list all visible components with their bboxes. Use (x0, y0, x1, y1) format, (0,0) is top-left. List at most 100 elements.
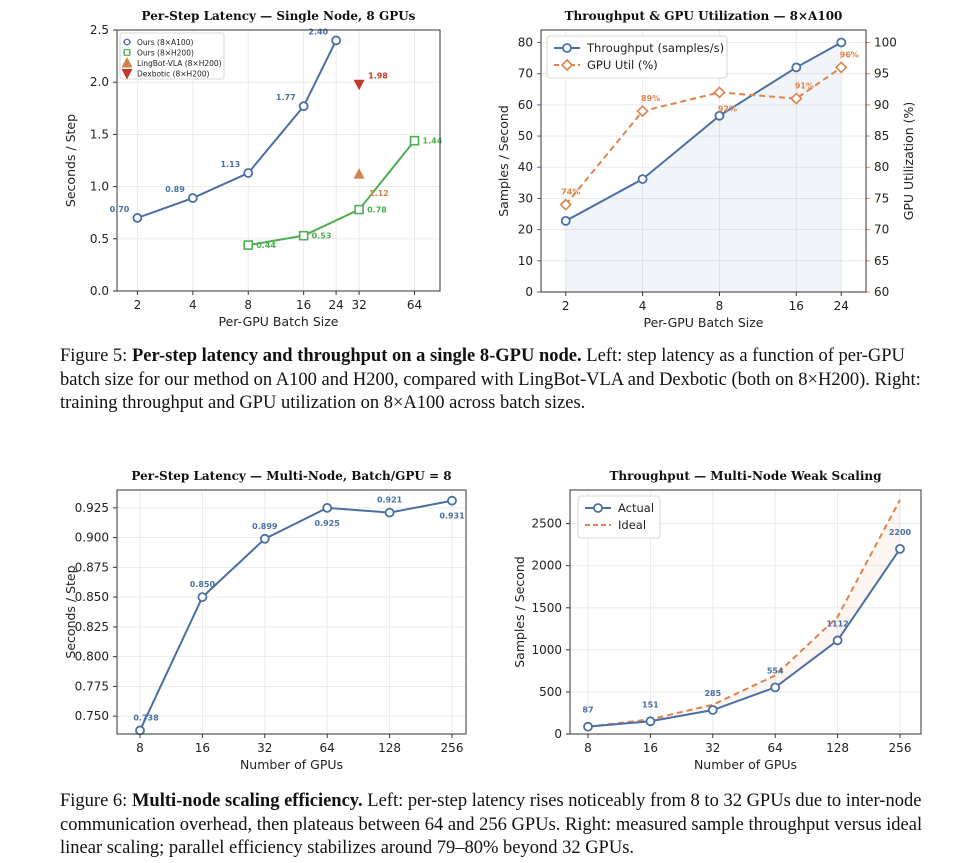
plot-frame (540, 29, 867, 293)
y-tick-label: 10 (518, 254, 533, 268)
data-point (197, 592, 208, 603)
legend-label: LingBot-VLA (8×H200) (137, 59, 222, 68)
x-tick-label: 24 (834, 299, 849, 313)
data-label: 151 (642, 700, 659, 709)
y-tick-label: 0.0 (90, 284, 109, 298)
data-point (132, 213, 143, 223)
data-label: 554 (767, 666, 784, 675)
data-point (447, 495, 457, 506)
ideal-line (587, 499, 901, 728)
y-tick-label: 20 (518, 223, 533, 237)
plot-frame (569, 489, 922, 735)
chart-weak-scaling-throughput: 0 500 1000 1500 2000 2500 8 16 32 64 128 256 87 151 28… (512, 469, 922, 772)
data-point (322, 502, 333, 513)
x-tick-label: 16 (643, 741, 658, 755)
legend-marker (123, 38, 131, 46)
chart-title: Per-Step Latency — Multi-Node, Batch/GPU… (131, 469, 451, 483)
data-label: 96% (840, 50, 859, 59)
data-point (331, 35, 341, 46)
y-tick-label: 1000 (531, 643, 562, 657)
chart-title: Throughput & GPU Utilization — 8×A100 (565, 9, 843, 23)
legend-label: Actual (618, 501, 654, 515)
data-point (770, 682, 781, 693)
y-tick-label: 500 (539, 685, 562, 699)
figure-5: 0.00.51.01.52.02.52 4 8 16 24 32 640.700.891.1… (63, 9, 916, 330)
data-label: 0.89 (165, 185, 185, 194)
data-point (135, 725, 145, 736)
y-right-tick-label: 80 (874, 160, 889, 174)
x-axis-label: Number of GPUs (694, 757, 797, 772)
legend-box (119, 32, 225, 80)
y-tick-label: 40 (518, 160, 533, 174)
y-axis-label: Seconds / Step (63, 114, 78, 207)
figure-5-body: Left: step latency as a function of per-… (60, 346, 921, 413)
x-tick-label: 256 (889, 741, 912, 755)
data-label: 2.40 (308, 27, 328, 36)
data-label: 1.12 (369, 189, 389, 198)
y-right-tick-label: 60 (874, 285, 889, 299)
legend-box (546, 35, 728, 79)
x-tick-label: 8 (716, 299, 724, 313)
y-right-tick-label: 65 (874, 254, 889, 268)
data-label: 0.899 (252, 522, 278, 531)
data-label: 0.850 (190, 580, 216, 589)
chart-latency-multi-node: 0.750 0.775 0.800 0.825 0.850 0.875 0.900 0.925… (63, 469, 467, 772)
y-tick-label: 0.750 (75, 709, 109, 723)
x-axis-label: Per-GPU Batch Size (218, 314, 338, 329)
y-tick-label: 0.5 (90, 232, 109, 246)
x-tick-label: 4 (189, 298, 197, 312)
plot-frame (116, 29, 441, 292)
legend-marker (121, 57, 133, 68)
x-tick-label: 16 (789, 299, 804, 313)
legend: Actual Ideal (577, 495, 661, 539)
data-label: 91% (795, 82, 814, 91)
x-axis-label: Per-GPU Batch Size (643, 315, 763, 330)
y-tick-label: 50 (518, 129, 533, 143)
x-tick-label: 32 (257, 741, 272, 755)
x-tick-label: 16 (296, 298, 311, 312)
y-tick-label: 2.0 (90, 75, 109, 89)
data-label: 1.77 (276, 93, 296, 102)
series-line (139, 499, 453, 731)
data-label: 74% (561, 188, 580, 197)
data-label: 0.53 (312, 232, 332, 241)
y-tick-label: 2000 (531, 559, 562, 573)
figure-5-caption: Figure 5: Per-step latency and throughpu… (60, 345, 925, 416)
data-label: 87 (582, 706, 593, 715)
x-tick-label: 32 (351, 298, 366, 312)
data-label: 0.738 (133, 713, 159, 722)
utilization-point (636, 104, 649, 118)
data-label: 0.78 (367, 206, 387, 215)
y-right-tick-label: 85 (874, 129, 889, 143)
y-tick-label: 0.875 (75, 560, 109, 574)
y-tick-label: 1.0 (90, 180, 109, 194)
data-point (354, 204, 364, 215)
data-point (298, 101, 309, 112)
legend-label: Ideal (618, 518, 646, 532)
data-label: 1.13 (220, 160, 240, 169)
plot-area (117, 490, 466, 734)
y-tick-label: 0.850 (75, 590, 109, 604)
x-tick-label: 24 (328, 298, 343, 312)
y-tick-label: 0 (554, 727, 562, 741)
y-tick-label: 70 (518, 67, 533, 81)
legend-marker (560, 58, 574, 72)
data-label: 285 (704, 689, 721, 698)
data-label: 1.44 (423, 137, 443, 146)
data-label: 2200 (889, 528, 912, 537)
legend-label: Dexbotic (8×H200) (137, 70, 210, 79)
x-axis-label: Number of GPUs (240, 757, 343, 772)
figure-5-title: Per-step latency and throughput on a sin… (131, 346, 582, 366)
x-tick-label: 4 (639, 299, 647, 313)
y-tick-label: 0.825 (75, 620, 109, 634)
legend: Ours (8×A100) Ours (8×H200)LingBot-VLA (8… (119, 32, 225, 80)
y-tick-label: 0.925 (75, 501, 109, 515)
utilization-point (559, 198, 572, 211)
data-point (895, 543, 905, 554)
y-right-tick-label: 75 (874, 191, 889, 205)
throughput-point (791, 62, 802, 73)
data-point (353, 79, 365, 91)
series-line (248, 140, 416, 247)
utilization-point (835, 61, 848, 74)
